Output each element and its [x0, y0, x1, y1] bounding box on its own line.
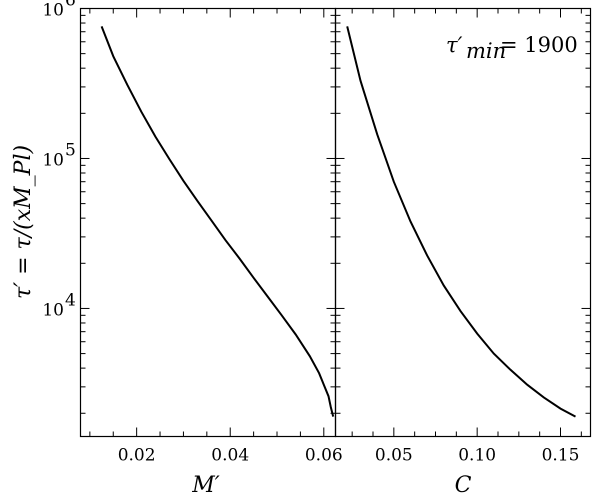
curve-line	[346, 26, 576, 418]
y-tick-label: 10 4	[42, 290, 75, 320]
y-tick-label: 10 6	[42, 0, 75, 21]
svg-text:= 1900: = 1900	[500, 33, 578, 57]
x-tick-label: 0.15	[542, 446, 580, 466]
curve-line	[100, 26, 335, 417]
x-tick-label: 0.10	[458, 446, 496, 466]
right-panel-frame	[334, 7, 592, 438]
y-tick-label-base: 10	[42, 300, 64, 320]
x-tick-label: 0.05	[375, 446, 413, 466]
y-tick-label-base: 10	[42, 1, 64, 21]
x-tick-label: 0.06	[305, 446, 343, 466]
y-axis-title: τ′ = τ/(xM_Pl)	[11, 145, 36, 299]
x-tick-label: 0.02	[118, 446, 156, 466]
x-axis-title-left: M′	[191, 473, 220, 498]
svg-text:min: min	[466, 39, 506, 63]
ticks	[80, 8, 591, 437]
y-tick-label-exponent: 4	[65, 290, 76, 310]
y-tick-label-exponent: 5	[65, 140, 76, 160]
y-tick-label-base: 10	[42, 150, 64, 170]
tau-min-annotation: τ′ min = 1900	[446, 33, 578, 63]
x-tick-label: 0.04	[211, 446, 249, 466]
curves	[100, 26, 576, 418]
y-tick-label: 10 5	[42, 140, 75, 170]
y-tick-label-exponent: 6	[65, 0, 76, 11]
x-axis-title-right: C	[455, 473, 472, 498]
svg-text:τ′: τ′	[446, 33, 463, 57]
left-panel-frame	[79, 7, 337, 438]
